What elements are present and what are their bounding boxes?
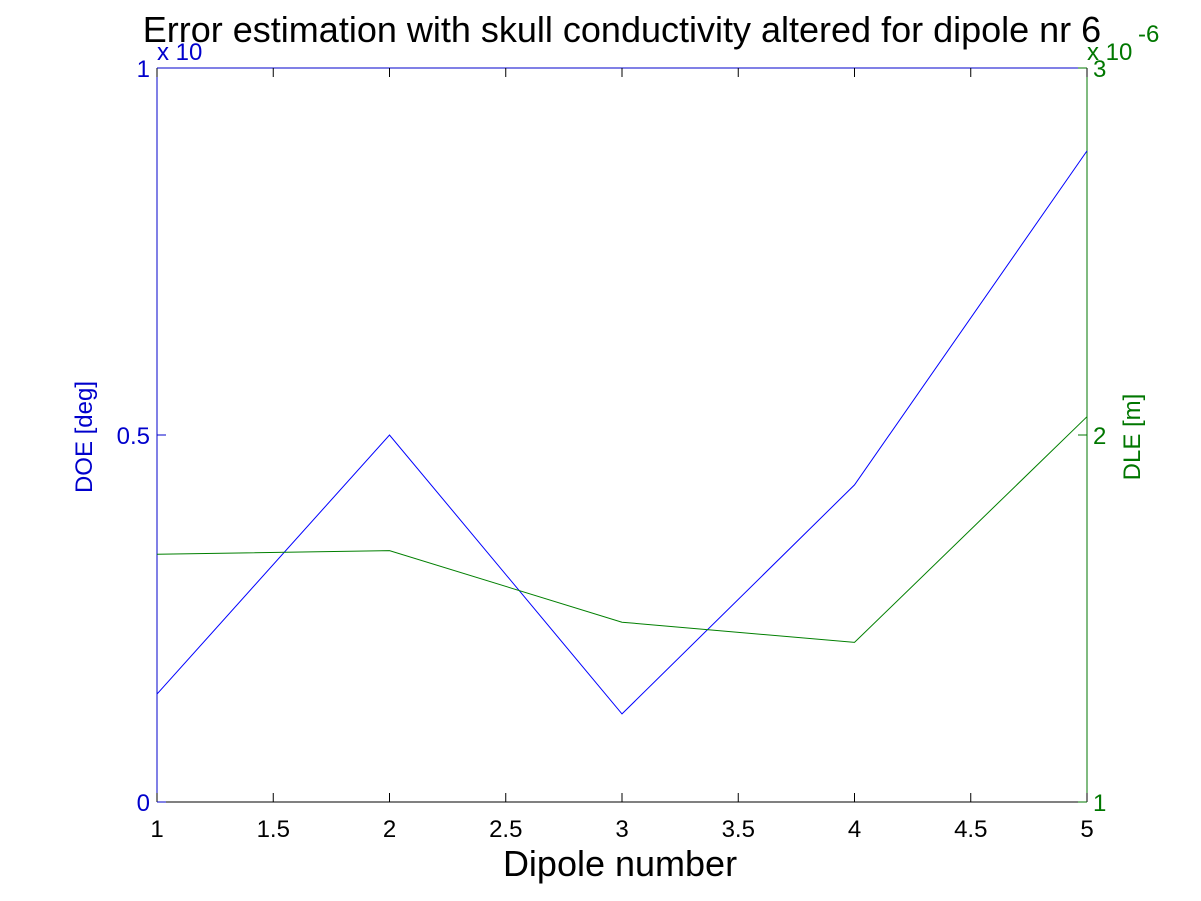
right-y-tick-label: 2 xyxy=(1093,423,1106,450)
x-tick-label: 4.5 xyxy=(954,816,987,843)
right-y-tick-label: 1 xyxy=(1093,790,1106,817)
x-tick-label: 2.5 xyxy=(489,816,522,843)
left-y-tick-label: 0 xyxy=(137,790,150,817)
x-axis-label: Dipole number xyxy=(503,843,737,884)
doe-series-line xyxy=(156,150,1088,715)
x-tick-label: 4 xyxy=(848,816,861,843)
right-exponent-power: -6 xyxy=(1138,21,1159,48)
chart-marks xyxy=(156,150,1088,715)
x-tick-label: 3.5 xyxy=(722,816,755,843)
x-tick-label: 1 xyxy=(150,816,163,843)
x-tick-label: 3 xyxy=(615,816,628,843)
x-tick-label: 2 xyxy=(383,816,396,843)
chart-title: Error estimation with skull conductivity… xyxy=(143,9,1101,50)
dle-series-line xyxy=(156,416,1088,643)
right-y-axis-label: DLE [m] xyxy=(1119,394,1146,481)
left-exponent-label: x 10 xyxy=(157,39,202,66)
right-y-tick-label: 3 xyxy=(1093,56,1106,83)
left-y-tick-label: 0.5 xyxy=(117,423,150,450)
axis-ticks: 1 1.5 2 2.5 3 3.5 4 4.5 5 0 0.5 1 1 2 3 xyxy=(117,56,1107,843)
left-y-axis-label: DOE [deg] xyxy=(71,381,98,493)
right-exponent-label: x 10 xyxy=(1087,39,1132,66)
left-y-tick-label: 1 xyxy=(137,56,150,83)
x-tick-label: 1.5 xyxy=(257,816,290,843)
plot-area xyxy=(157,68,1087,802)
x-tick-label: 5 xyxy=(1080,816,1093,843)
